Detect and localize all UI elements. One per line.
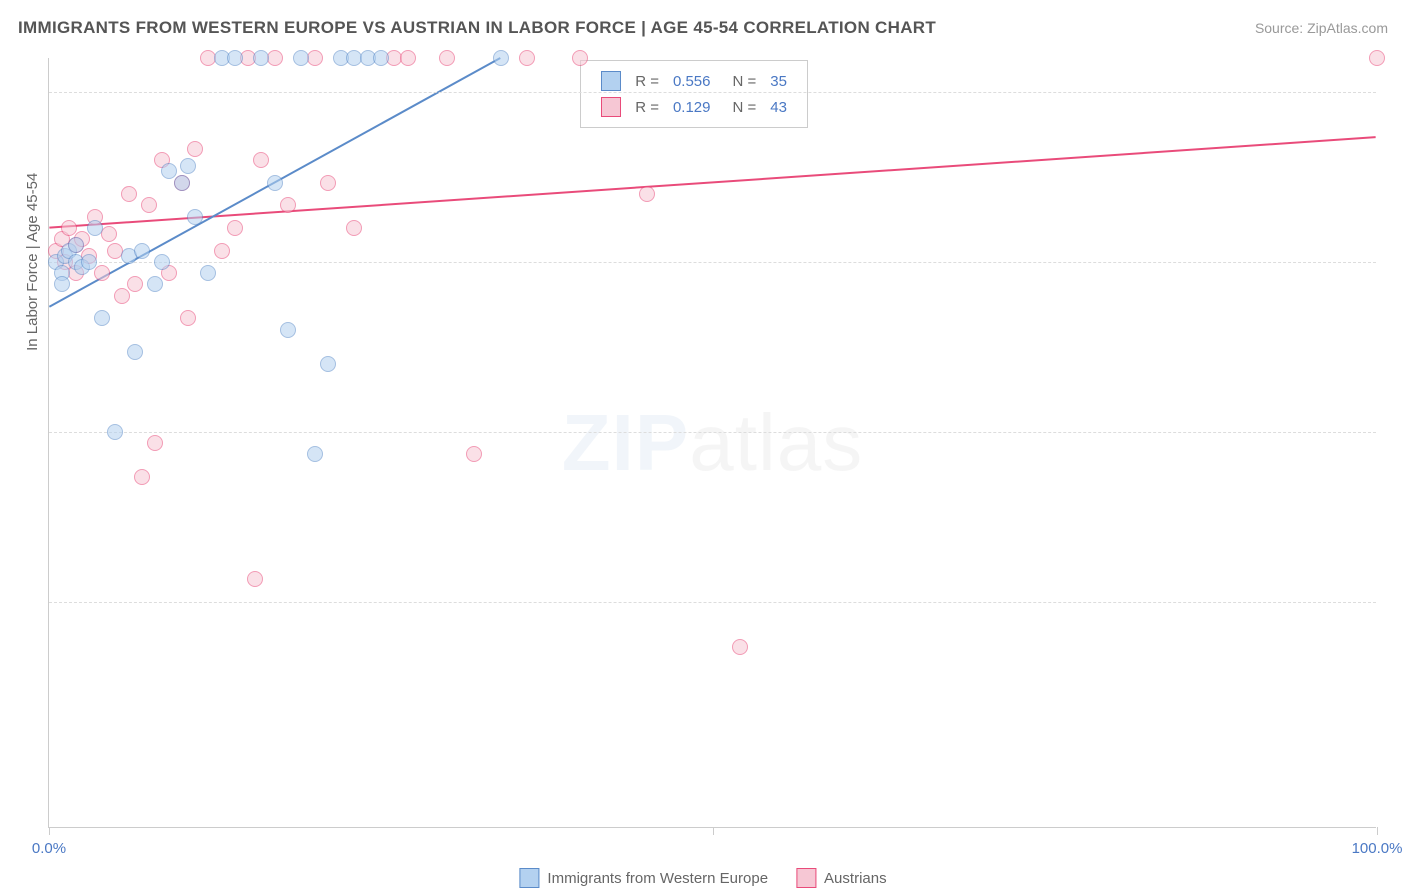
data-point (346, 220, 362, 236)
data-point (200, 265, 216, 281)
data-point (180, 310, 196, 326)
trend-lines (49, 58, 1376, 827)
data-point (94, 265, 110, 281)
data-point (114, 288, 130, 304)
correlation-legend: R =0.556N =35 R =0.129N =43 (580, 60, 808, 128)
x-tick-label: 100.0% (1352, 840, 1403, 857)
gridline (49, 602, 1376, 603)
data-point (154, 254, 170, 270)
data-point (107, 424, 123, 440)
data-point (1369, 50, 1385, 66)
data-point (54, 276, 70, 292)
data-point (572, 50, 588, 66)
legend-r-label: R = (629, 69, 665, 93)
data-point (639, 186, 655, 202)
data-point (253, 50, 269, 66)
data-point (61, 220, 77, 236)
data-point (121, 186, 137, 202)
data-point (293, 50, 309, 66)
y-axis-title: In Labor Force | Age 45-54 (24, 173, 41, 351)
gridline (49, 432, 1376, 433)
legend-n-label: N = (719, 95, 763, 119)
data-point (147, 276, 163, 292)
y-tick-label: 85.0% (1386, 253, 1406, 270)
legend-n-value: 35 (764, 69, 793, 93)
data-point (134, 469, 150, 485)
data-point (68, 237, 84, 253)
data-point (493, 50, 509, 66)
legend-r-value: 0.129 (667, 95, 717, 119)
data-point (439, 50, 455, 66)
legend-r-label: R = (629, 95, 665, 119)
legend-swatch (601, 71, 621, 91)
legend-label: Austrians (824, 870, 887, 887)
data-point (320, 356, 336, 372)
data-point (227, 220, 243, 236)
data-point (180, 158, 196, 174)
x-tick (1377, 827, 1378, 835)
data-point (519, 50, 535, 66)
legend-item: Austrians (796, 868, 887, 888)
data-point (253, 152, 269, 168)
legend-swatch (519, 868, 539, 888)
data-point (227, 50, 243, 66)
scatter-plot: ZIPatlas R =0.556N =35R =0.129N =43 55.0… (48, 58, 1376, 828)
legend-label: Immigrants from Western Europe (547, 870, 768, 887)
data-point (161, 163, 177, 179)
data-point (732, 639, 748, 655)
data-point (400, 50, 416, 66)
data-point (127, 344, 143, 360)
data-point (147, 435, 163, 451)
legend-swatch (796, 868, 816, 888)
watermark: ZIPatlas (562, 397, 863, 489)
gridline (49, 92, 1376, 93)
x-tick (49, 827, 50, 835)
y-tick-label: 100.0% (1386, 83, 1406, 100)
data-point (267, 175, 283, 191)
data-point (127, 276, 143, 292)
data-point (174, 175, 190, 191)
data-point (187, 141, 203, 157)
data-point (373, 50, 389, 66)
data-point (466, 446, 482, 462)
series-legend: Immigrants from Western Europe Austrians (519, 868, 886, 888)
gridline (49, 262, 1376, 263)
data-point (247, 571, 263, 587)
data-point (81, 254, 97, 270)
y-tick-label: 70.0% (1386, 423, 1406, 440)
data-point (134, 243, 150, 259)
x-tick-label: 0.0% (32, 840, 66, 857)
data-point (307, 446, 323, 462)
y-tick-label: 55.0% (1386, 593, 1406, 610)
data-point (94, 310, 110, 326)
data-point (280, 322, 296, 338)
legend-swatch (601, 97, 621, 117)
x-tick (713, 827, 714, 835)
legend-n-label: N = (719, 69, 763, 93)
data-point (87, 220, 103, 236)
data-point (320, 175, 336, 191)
legend-n-value: 43 (764, 95, 793, 119)
source-label: Source: ZipAtlas.com (1255, 20, 1388, 36)
data-point (214, 243, 230, 259)
legend-r-value: 0.556 (667, 69, 717, 93)
legend-item: Immigrants from Western Europe (519, 868, 768, 888)
chart-title: IMMIGRANTS FROM WESTERN EUROPE VS AUSTRI… (18, 18, 936, 38)
data-point (141, 197, 157, 213)
data-point (187, 209, 203, 225)
data-point (280, 197, 296, 213)
